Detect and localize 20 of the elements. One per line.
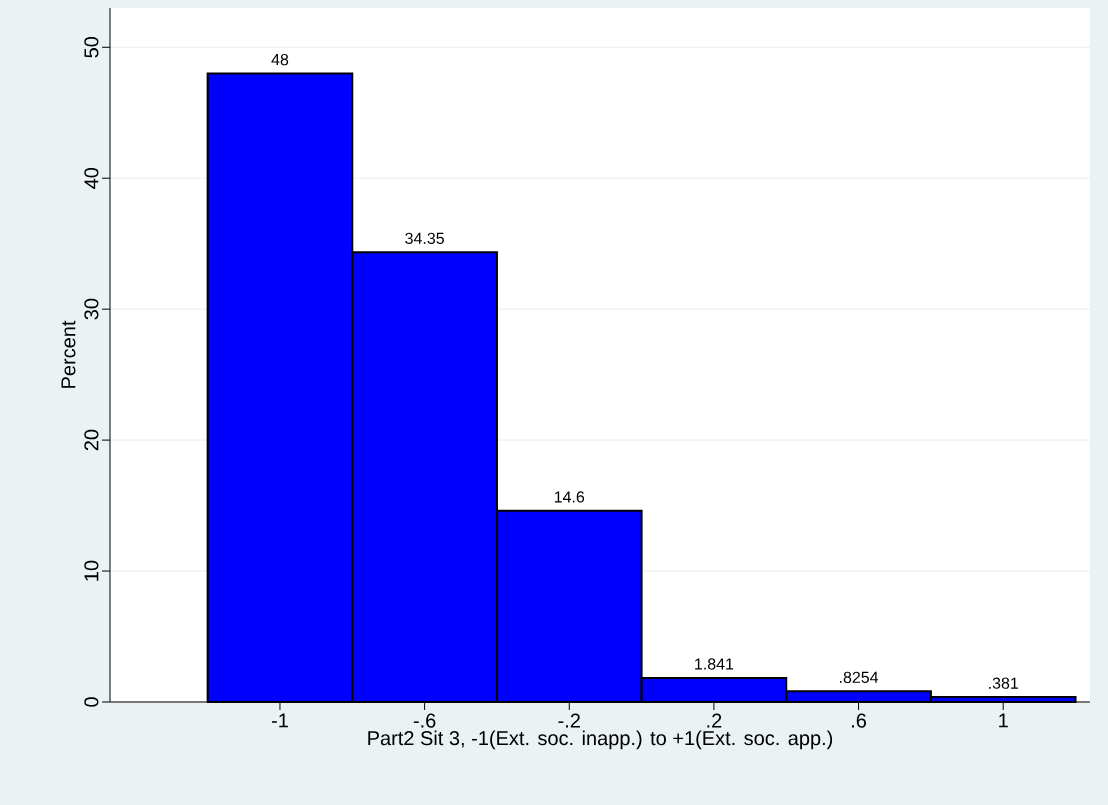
data-label: .381 <box>989 677 1018 689</box>
x-tick-label: -1 <box>271 713 288 728</box>
data-label: 34.35 <box>405 232 444 244</box>
data-label: 48 <box>271 53 289 66</box>
y-tick-label: 30 <box>84 298 99 320</box>
x-tick-label: .2 <box>707 713 722 728</box>
x-axis-title: Part2 Sit 3, -1(Ext. soc. inapp.) to +1(Ext. soc. app.) <box>368 730 833 750</box>
y-tick-label: 50 <box>84 36 99 58</box>
x-tick-label: -.2 <box>558 713 580 728</box>
y-tick-label: 40 <box>84 167 99 189</box>
data-label: 1.841 <box>695 658 734 670</box>
y-tick-label: 0 <box>84 697 99 707</box>
y-tick-label: 10 <box>84 560 99 581</box>
x-tick-label: .6 <box>852 713 867 728</box>
data-label: 14.6 <box>554 491 585 503</box>
x-tick-label: -.6 <box>413 713 436 728</box>
data-label: .8254 <box>840 671 879 683</box>
y-axis-title: Percent <box>61 320 76 388</box>
x-tick-label: 1 <box>999 713 1008 728</box>
y-tick-label: 20 <box>84 429 99 451</box>
